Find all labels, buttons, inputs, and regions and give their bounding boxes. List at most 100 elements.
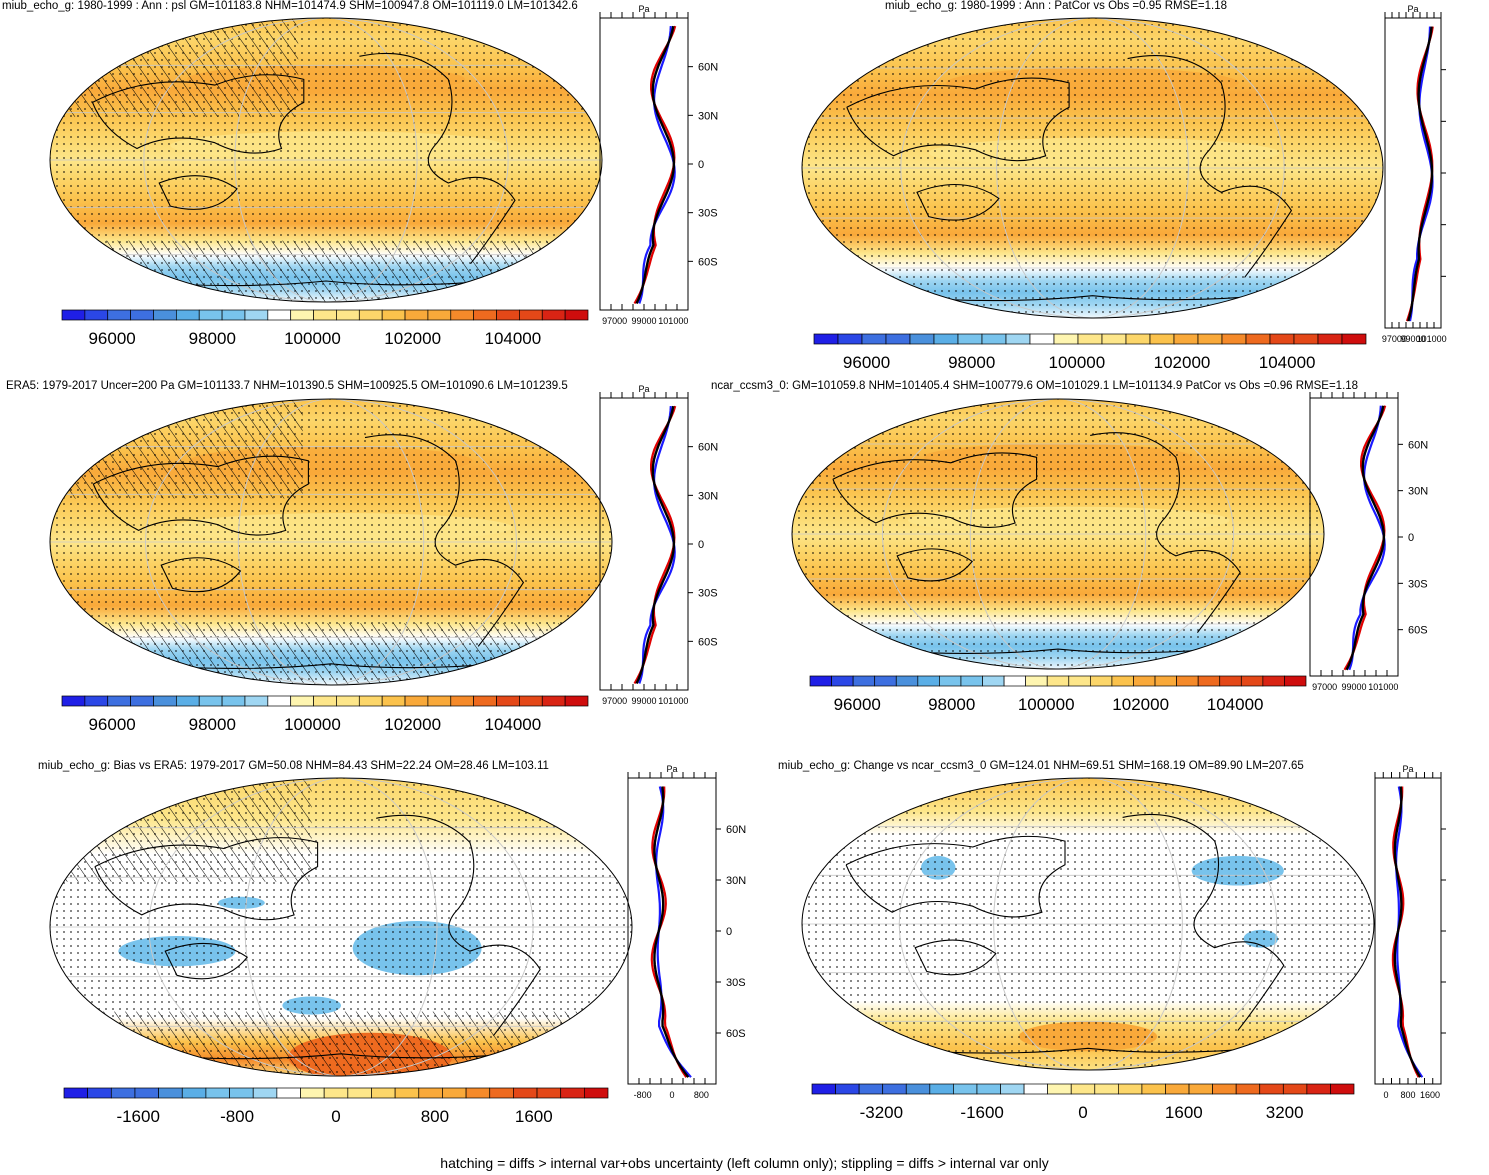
- zonal-xtick-label: 0: [669, 1090, 674, 1100]
- zonal-ytick-label: 60N: [1408, 439, 1428, 451]
- zonal-series-line: [1343, 405, 1387, 671]
- colorbar-swatch: [442, 1087, 467, 1099]
- colorbar-bias: -1600 -800 0 800 1600: [63, 1087, 609, 1126]
- colorbar-swatch: [1212, 1083, 1237, 1095]
- zonal-series-line: [1394, 786, 1424, 1078]
- colorbar-swatch: [957, 333, 983, 345]
- colorbar-swatch: [929, 1083, 954, 1095]
- colorbar-swatch: [1317, 333, 1343, 345]
- colorbar-swatch: [519, 695, 543, 707]
- colorbar-swatch: [541, 695, 566, 707]
- colorbar-swatch: [1293, 333, 1319, 345]
- colorbar-tick-label: 96000: [88, 329, 135, 348]
- colorbar-swatch: [811, 1083, 836, 1095]
- zonal-xtick-label: 97000: [602, 696, 627, 706]
- colorbar-tick-label: 96000: [88, 715, 135, 734]
- zonal-xtick-label: 101000: [658, 696, 688, 706]
- colorbar-tick-label: -3200: [860, 1103, 903, 1122]
- colorbar-tick-label: 98000: [189, 329, 236, 348]
- colorbar-swatch: [837, 333, 863, 345]
- colorbar-swatch: [1165, 1083, 1190, 1095]
- colorbar-swatch: [61, 309, 86, 321]
- zonal-unit-label: Pa: [1407, 4, 1418, 14]
- colorbar-swatch: [536, 1087, 562, 1099]
- colorbar-tick-label: 0: [1078, 1103, 1087, 1122]
- colorbar-swatch: [1197, 675, 1221, 687]
- colorbar-era5: 96000 98000 100000 102000 104000: [61, 695, 589, 734]
- colorbar-swatch: [290, 695, 314, 707]
- colorbar-swatch: [1005, 333, 1031, 345]
- figure-footnote: hatching = diffs > internal var+obs unce…: [440, 1155, 1049, 1171]
- colorbar-swatch: [404, 309, 429, 321]
- colorbar-swatch: [427, 309, 452, 321]
- colorbar-swatch: [874, 675, 897, 687]
- colorbar-swatch: [404, 695, 429, 707]
- colorbar-tick-label: 96000: [834, 695, 881, 714]
- colorbar-swatch: [885, 333, 911, 345]
- colorbar-tick-label: 100000: [284, 715, 341, 734]
- colorbar-swatch: [835, 1083, 860, 1095]
- zonal-unit-label: Pa: [638, 4, 649, 14]
- colorbar-swatch: [313, 309, 337, 321]
- zonal-profile-era5: Pa 60N 30N 0 30S 60S 97000 99000 101000: [599, 384, 718, 706]
- colorbar-swatch: [110, 1087, 136, 1099]
- colorbar-swatch: [175, 695, 200, 707]
- colorbar-swatch: [1219, 675, 1242, 687]
- colorbar-miub-mean: 96000 98000 100000 102000 104000: [61, 309, 589, 348]
- colorbar-swatch: [465, 1087, 491, 1099]
- colorbar-swatch: [358, 695, 383, 707]
- map-miub-patcor: [801, 17, 1384, 319]
- colorbar-swatch: [583, 1087, 609, 1099]
- colorbar-tick-label: 102000: [384, 329, 441, 348]
- zonal-series-line: [653, 786, 690, 1078]
- colorbar-tick-label: 1600: [1165, 1103, 1203, 1122]
- colorbar-swatch: [153, 695, 177, 707]
- colorbar-swatch: [1173, 333, 1199, 345]
- colorbar-tick-label: 800: [421, 1107, 449, 1126]
- colorbar-swatch: [107, 695, 131, 707]
- colorbar-swatch: [252, 1087, 278, 1099]
- zonal-ytick-label: 30S: [698, 588, 718, 600]
- zonal-ytick-label: 30S: [698, 208, 718, 220]
- colorbar-tick-label: 104000: [484, 715, 541, 734]
- colorbar-swatch: [953, 1083, 978, 1095]
- colorbar-swatch: [221, 695, 246, 707]
- colorbar-swatch: [976, 1083, 1001, 1095]
- colorbar-swatch: [1188, 1083, 1213, 1095]
- colorbar-swatch: [564, 309, 589, 321]
- zonal-xtick-label: -800: [634, 1090, 652, 1100]
- colorbar-swatch: [198, 309, 223, 321]
- colorbar-tick-label: 100000: [1048, 353, 1105, 372]
- zonal-unit-label: Pa: [638, 384, 649, 394]
- colorbar-swatch: [1262, 675, 1285, 687]
- colorbar-swatch: [221, 309, 246, 321]
- zonal-unit-label: Pa: [666, 764, 677, 774]
- colorbar-tick-label: 102000: [1154, 353, 1211, 372]
- zonal-series-line: [633, 405, 677, 685]
- colorbar-swatch: [130, 695, 154, 707]
- colorbar-tick-label: 104000: [1207, 695, 1264, 714]
- colorbar-swatch: [1068, 675, 1091, 687]
- zonal-xtick-label: 101000: [658, 316, 688, 326]
- colorbar-swatch: [153, 309, 177, 321]
- zonal-xtick-label: 1600: [1420, 1090, 1440, 1100]
- colorbar-swatch: [381, 695, 406, 707]
- colorbar-swatch: [450, 309, 475, 321]
- zonal-ytick-label: 60S: [1408, 625, 1428, 637]
- colorbar-swatch: [519, 309, 543, 321]
- colorbar-swatch: [358, 309, 383, 321]
- colorbar-tick-label: -800: [220, 1107, 254, 1126]
- map-miub-mean: [49, 17, 603, 303]
- colorbar-swatch: [1000, 1083, 1025, 1095]
- zonal-ytick-label: 60N: [726, 824, 746, 836]
- zonal-xtick-label: 97000: [1312, 682, 1337, 692]
- colorbar-swatch: [1094, 1083, 1119, 1095]
- colorbar-swatch: [1125, 333, 1151, 345]
- colorbar-swatch: [895, 675, 919, 687]
- panel-title-bias: miub_echo_g: Bias vs ERA5: 1979-2017 GM=…: [38, 760, 549, 772]
- colorbar-swatch: [267, 695, 292, 707]
- colorbar-swatch: [323, 1087, 349, 1099]
- colorbar-tick-label: 104000: [1259, 353, 1316, 372]
- colorbar-swatch: [198, 695, 223, 707]
- zonal-ytick-label: 30N: [726, 875, 746, 887]
